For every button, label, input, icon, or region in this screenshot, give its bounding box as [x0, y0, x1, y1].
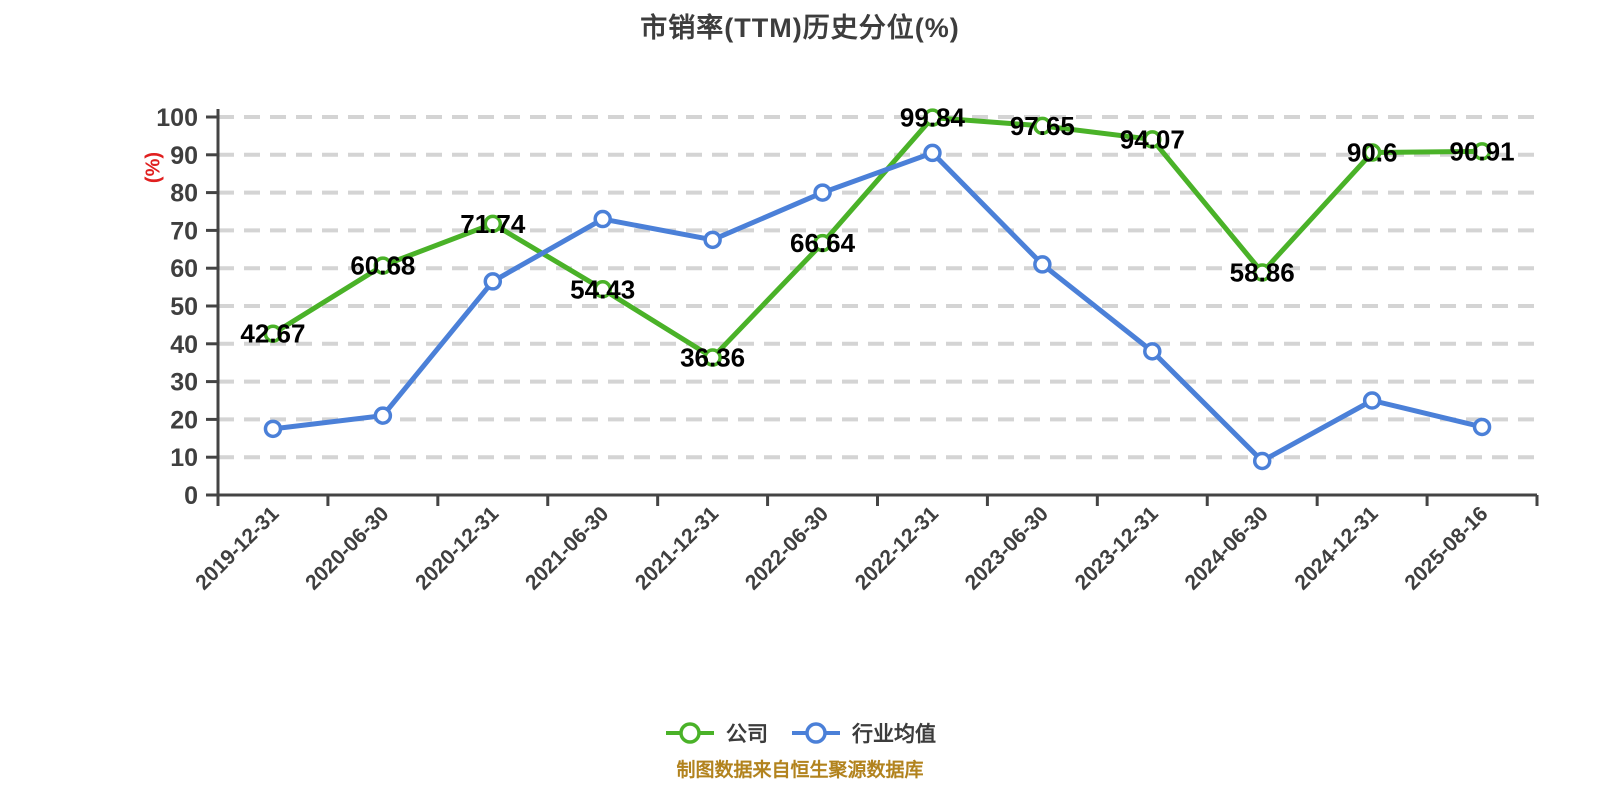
y-tick-label: 10: [170, 444, 198, 472]
data-point-1[interactable]: [373, 406, 393, 425]
data-point-0[interactable]: [263, 324, 283, 343]
x-tick-label: 2023-06-30: [961, 502, 1053, 594]
legend-marker-company-icon: [666, 722, 714, 744]
data-point-0[interactable]: [813, 233, 832, 253]
data-point-1[interactable]: [593, 209, 612, 229]
data-point-1[interactable]: [703, 230, 722, 250]
legend-item-company[interactable]: 公司: [664, 718, 768, 748]
x-tick-label: 2023-12-31: [1071, 502, 1163, 594]
data-point-label: 60.68: [350, 251, 415, 281]
data-point-1[interactable]: [1472, 417, 1492, 437]
legend-item-industry-average[interactable]: 行业均值: [790, 718, 936, 748]
x-tick-label: 2025-08-16: [1400, 502, 1492, 594]
data-point-label: 94.07: [1120, 124, 1185, 154]
data-source-note: 制图数据来自恒生聚源数据库: [676, 760, 924, 781]
data-point-1[interactable]: [1143, 342, 1162, 361]
y-tick-label: 90: [170, 142, 198, 170]
data-point-label: 66.64: [790, 228, 856, 258]
x-tick-label: 2021-06-30: [521, 502, 613, 594]
data-point-label: 42.67: [240, 319, 305, 349]
data-point-0[interactable]: [1362, 143, 1382, 162]
legend-label-company: 公司: [726, 723, 768, 746]
data-point-label: 90.6: [1347, 138, 1398, 168]
data-point-0[interactable]: [373, 256, 393, 275]
x-tick-label: 2020-06-30: [301, 502, 393, 594]
data-point-label: 97.65: [1010, 111, 1075, 141]
x-tick-label: 2022-06-30: [741, 502, 833, 594]
x-tick-label: 2022-12-31: [851, 502, 943, 594]
y-tick-label: 20: [170, 406, 198, 434]
data-point-1[interactable]: [1033, 255, 1052, 274]
y-tick-label: 100: [156, 104, 198, 132]
data-point-1[interactable]: [813, 183, 832, 202]
legend-label-industry-average: 行业均值: [852, 723, 936, 746]
y-tick-label: 50: [170, 293, 198, 321]
data-point-label: 99.84: [900, 103, 966, 133]
chart-legend: 公司 行业均值: [0, 718, 1600, 748]
x-tick-label: 2024-06-30: [1181, 502, 1273, 594]
y-tick-label: 80: [170, 180, 198, 208]
data-point-1[interactable]: [263, 419, 283, 439]
x-tick-label: 2024-12-31: [1290, 502, 1382, 594]
data-point-1[interactable]: [1252, 451, 1272, 471]
chart-title: 市销率(TTM)历史分位(%): [640, 13, 960, 43]
data-point-label: 71.74: [460, 209, 526, 239]
legend-marker-industry-average-icon: [792, 722, 840, 744]
data-point-0[interactable]: [593, 280, 612, 299]
data-point-0[interactable]: [483, 214, 503, 234]
data-point-1[interactable]: [923, 143, 942, 163]
data-point-label: 90.91: [1450, 136, 1515, 166]
y-tick-label: 70: [170, 217, 198, 245]
data-point-label: 58.86: [1230, 258, 1295, 288]
series-line-0: [270, 115, 1485, 361]
data-point-1[interactable]: [1362, 391, 1382, 410]
series-line-1: [270, 150, 1485, 464]
data-point-0[interactable]: [923, 108, 942, 127]
data-point-0[interactable]: [703, 348, 722, 367]
y-tick-label: 30: [170, 369, 198, 397]
x-tick-label: 2020-12-31: [411, 502, 503, 594]
x-tick-label: 2019-12-31: [191, 502, 283, 594]
data-point-label: 54.43: [570, 274, 635, 304]
data-point-0[interactable]: [1033, 116, 1052, 136]
y-tick-label: 0: [184, 482, 198, 510]
data-point-1[interactable]: [483, 272, 503, 291]
y-tick-label: 60: [170, 255, 198, 283]
y-tick-label: 40: [170, 331, 198, 359]
data-point-0[interactable]: [1143, 130, 1162, 149]
data-point-label: 36.36: [680, 343, 745, 373]
data-point-0[interactable]: [1472, 142, 1492, 161]
data-point-0[interactable]: [1252, 263, 1272, 282]
x-tick-label: 2021-12-31: [631, 502, 723, 594]
